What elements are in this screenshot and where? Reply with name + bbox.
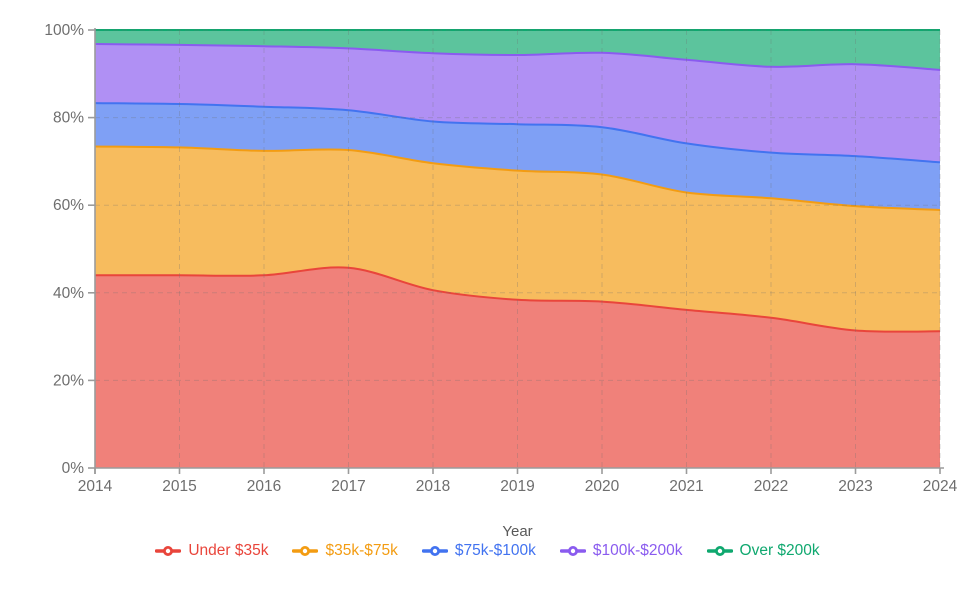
legend-label: $35k-$75k <box>325 542 398 559</box>
legend-item-over-200k[interactable]: Over $200k <box>706 541 820 561</box>
legend-item-35k-75k[interactable]: $35k-$75k <box>292 541 398 561</box>
legend-item-100k-200k[interactable]: $100k-$200k <box>559 541 683 561</box>
x-tick-label: 2021 <box>669 478 703 495</box>
line-75k-100k <box>94 102 941 164</box>
x-tick-label: 2016 <box>247 478 281 495</box>
legend: Under $35k $35k-$75k $75k-$100k $100k-$200k… <box>0 541 975 561</box>
gridlines <box>95 29 941 468</box>
stacked-area-chart: 2014 2015 2016 2017 2018 2019 2020 2021 2022 2023… <box>44 22 957 495</box>
area-over-200k <box>95 30 940 70</box>
tick-labels: 2014 2015 2016 2017 2018 2019 2020 2021 2022 2023… <box>44 22 957 495</box>
y-tick-label: 60% <box>53 197 84 214</box>
x-tick-label: 2017 <box>331 478 365 495</box>
legend-label: Under $35k <box>188 542 269 559</box>
axes <box>88 28 944 474</box>
legend-label: $100k-$200k <box>592 542 683 559</box>
x-axis-title-text: Year <box>502 523 533 540</box>
line-100k-200k <box>94 43 941 71</box>
legend-label: Over $200k <box>739 542 820 559</box>
legend-marker-over-200k-icon <box>706 546 733 556</box>
legend-marker-ring <box>714 546 725 556</box>
legend-marker-ring <box>567 546 578 556</box>
y-tick-label: 80% <box>53 110 84 127</box>
y-tick-label: 40% <box>53 285 84 302</box>
x-tick-label: 2018 <box>416 478 450 495</box>
legend-item-under-35k[interactable]: Under $35k <box>155 541 268 561</box>
x-tick-label: 2023 <box>838 478 872 495</box>
x-tick-label: 2022 <box>754 478 788 495</box>
line-35k-75k <box>94 145 941 211</box>
area-under-35k <box>95 267 940 468</box>
series-lines <box>94 28 941 333</box>
area-35k-75k <box>95 146 940 332</box>
legend-marker-under-35k-icon <box>155 546 182 556</box>
legend-marker-ring <box>429 546 440 556</box>
legend-marker-35k-75k-icon <box>292 546 319 556</box>
x-tick-label: 2019 <box>500 478 534 495</box>
x-tick-label: 2014 <box>78 478 113 495</box>
y-tick-label: 100% <box>44 22 84 39</box>
y-tick-label: 20% <box>53 372 84 389</box>
area-75k-100k <box>95 103 940 210</box>
y-tick-label: 0% <box>62 460 85 477</box>
x-tick-label: 2024 <box>923 478 958 495</box>
x-tick-label: 2015 <box>162 478 196 495</box>
x-axis-title: Year <box>0 523 975 540</box>
series-areas <box>95 30 940 468</box>
line-under-35k <box>95 266 941 333</box>
legend-label: $75k-$100k <box>454 542 536 559</box>
x-tick-label: 2020 <box>585 478 620 495</box>
legend-marker-ring <box>300 546 311 556</box>
area-100k-200k <box>95 44 940 163</box>
legend-marker-100k-200k-icon <box>559 546 586 556</box>
legend-marker-ring <box>163 546 174 556</box>
legend-marker-75k-100k-icon <box>421 546 448 556</box>
legend-item-75k-100k[interactable]: $75k-$100k <box>421 541 536 561</box>
